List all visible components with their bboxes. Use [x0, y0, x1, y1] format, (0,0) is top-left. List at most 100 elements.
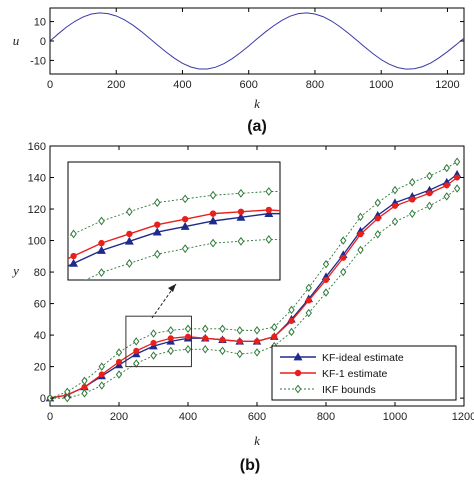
legend-label-0: KF-ideal estimate [322, 352, 404, 364]
zoom-arrow [151, 283, 177, 319]
zoom-arrow-head [168, 284, 176, 292]
series-2-marker [219, 324, 226, 334]
series-2-marker [305, 283, 312, 293]
series-3-marker [98, 268, 105, 278]
series-1-marker [115, 358, 123, 365]
series-3-marker [265, 235, 273, 244]
zoom-inset-marks [14, 187, 280, 315]
panel-a-xtick-label: 800 [306, 79, 324, 91]
series-0-marker [14, 286, 21, 292]
series-1-marker [253, 338, 261, 345]
legend-label-2: IKF bounds [322, 384, 376, 396]
panel-b-ytick-label: 160 [28, 141, 46, 153]
series-3-marker [15, 308, 20, 315]
series-1-marker [357, 231, 364, 238]
series-2-marker [98, 362, 105, 371]
series-2-marker [236, 326, 243, 335]
series-2-marker [288, 305, 295, 315]
legend-items: KF-ideal estimate KF-1 estimate IKF bounds [280, 352, 404, 396]
panel-b-xtick-label: 1000 [383, 411, 407, 423]
panel-b-ytick-label: 60 [34, 299, 46, 311]
series-2-marker [322, 259, 330, 269]
series-3-marker [181, 244, 189, 254]
panel-a-xtick-label: 200 [107, 79, 125, 91]
series-2-marker [181, 194, 189, 204]
series-1-marker [443, 182, 450, 189]
legend-marker-2 [294, 384, 302, 394]
series-3-marker [64, 393, 71, 403]
series-2-marker [374, 198, 381, 207]
panel-a-xlabel: k [254, 96, 260, 111]
series-0-marker [208, 216, 218, 225]
series-2-marker [81, 376, 88, 386]
series-1-marker [15, 281, 20, 286]
legend-label-1: KF-1 estimate [322, 368, 388, 380]
series-1-marker [150, 339, 157, 347]
series-2-marker [184, 324, 192, 334]
panel-b-ytick-label: 140 [28, 173, 46, 185]
series-2-marker [115, 348, 123, 357]
series-1-marker [184, 333, 192, 340]
series-1-marker [98, 371, 105, 378]
series-3-marker [340, 267, 347, 277]
series-2-marker [253, 326, 261, 335]
series-3-marker [374, 230, 381, 239]
series-3-marker [209, 238, 217, 248]
panel-b-ytick-label: 0 [40, 393, 46, 405]
series-2-marker [209, 190, 217, 200]
panel-a-ytick-label: 0 [40, 36, 46, 48]
series-3-marker [184, 345, 192, 354]
series-1-marker [167, 335, 174, 342]
series-1-marker [322, 276, 330, 283]
series-line-0 [49, 12, 465, 70]
series-2-marker [98, 216, 105, 226]
series-1-marker [271, 333, 278, 340]
series-2-marker [265, 187, 273, 196]
series-1-marker [391, 202, 399, 209]
series-2-marker [167, 326, 174, 335]
series-2-marker [70, 229, 77, 239]
series-3-marker [219, 346, 226, 356]
series-0-marker [152, 227, 162, 236]
series-3-marker [391, 217, 399, 226]
panel-b-xtick-label: 1200 [452, 411, 474, 423]
series-3-marker [153, 249, 161, 259]
panel-b-xtick-label: 800 [317, 411, 335, 423]
panel-b-ytick-label: 80 [34, 267, 46, 279]
panel-a-label: (a) [247, 118, 267, 135]
series-2-marker [237, 188, 245, 198]
series-1-marker [237, 208, 245, 215]
series-3-marker [305, 308, 312, 318]
series-2-marker [453, 157, 461, 166]
series-3-marker [126, 258, 133, 268]
series-1-marker [154, 221, 161, 228]
series-3-marker [150, 351, 157, 360]
series-2-marker [133, 337, 140, 346]
panel-b-xlabel: k [254, 433, 260, 448]
series-1-marker [219, 336, 226, 343]
series-3-marker [253, 348, 261, 357]
series-3-marker [237, 236, 245, 246]
series-0-marker [69, 258, 79, 267]
series-0-marker [264, 208, 274, 218]
series-1-marker [133, 347, 140, 354]
series-2-marker [443, 163, 450, 173]
series-0-marker [124, 236, 134, 245]
series-0-marker [180, 221, 190, 230]
series-3-marker [115, 370, 123, 379]
panel-b-label: (b) [240, 457, 260, 474]
panel-a-ytick-label: -10 [30, 55, 46, 67]
series-1-marker [409, 196, 416, 203]
series-3-marker [236, 349, 243, 359]
series-3-marker [98, 381, 105, 390]
series-3-marker [322, 288, 330, 297]
series-1-marker [340, 254, 347, 261]
series-1-marker [70, 252, 77, 260]
series-1-marker [236, 338, 243, 345]
series-1-marker [454, 174, 461, 181]
series-3-marker [167, 346, 174, 356]
series-3-marker [453, 184, 461, 193]
